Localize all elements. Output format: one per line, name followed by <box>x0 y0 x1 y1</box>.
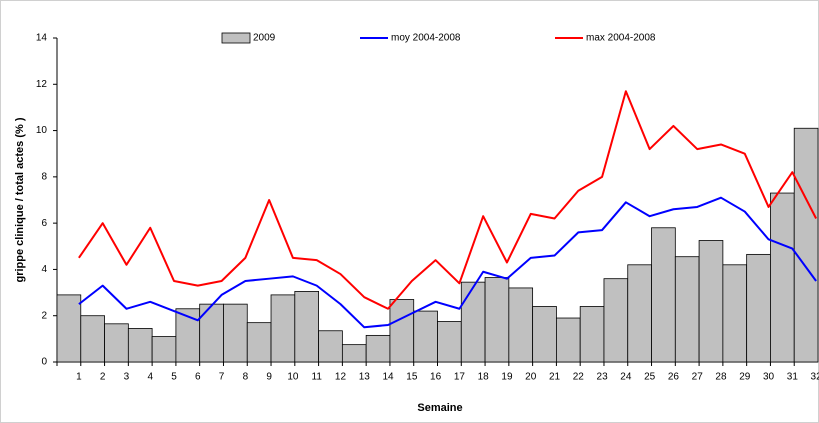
x-tick-label: 15 <box>406 372 418 383</box>
x-tick-label: 29 <box>739 372 751 383</box>
bar <box>556 317 581 363</box>
x-tick-label: 22 <box>573 372 585 383</box>
y-tick-label: 10 <box>36 125 48 136</box>
x-tick-label: 27 <box>692 372 704 383</box>
x-tick-label: 1 <box>76 372 82 383</box>
legend-label: 2009 <box>253 33 276 44</box>
x-tick-label: 9 <box>266 372 272 383</box>
bar <box>603 278 629 363</box>
x-tick-label: 10 <box>287 372 299 383</box>
bar <box>722 264 748 363</box>
y-tick-label: 2 <box>41 310 47 321</box>
x-axis-label: Semaine <box>417 402 462 414</box>
bar <box>460 281 486 363</box>
bar <box>294 291 319 363</box>
x-tick-label: 17 <box>454 372 466 383</box>
x-tick-label: 18 <box>478 372 490 383</box>
bar <box>104 323 129 363</box>
y-axis-label: grippe clinique / total actes (% ) <box>14 117 26 282</box>
x-tick-label: 19 <box>501 372 513 383</box>
x-tick-label: 14 <box>382 372 394 383</box>
bar <box>223 303 248 363</box>
bar <box>674 256 700 363</box>
x-tick-label: 24 <box>620 372 632 383</box>
bar <box>793 127 819 363</box>
x-tick-label: 28 <box>715 372 727 383</box>
bar <box>246 322 272 363</box>
bar <box>365 334 391 363</box>
x-tick-label: 5 <box>171 372 177 383</box>
bar <box>270 294 296 363</box>
bar <box>698 240 724 363</box>
x-tick-label: 11 <box>312 372 323 383</box>
y-tick-label: 0 <box>41 357 47 368</box>
legend-label: moy 2004-2008 <box>391 33 461 44</box>
bar <box>579 306 605 363</box>
x-tick-label: 7 <box>219 372 225 383</box>
bar <box>151 336 177 363</box>
bar <box>627 264 652 363</box>
bar <box>341 344 367 363</box>
bar <box>199 303 224 363</box>
x-tick-label: 26 <box>668 372 680 383</box>
x-tick-label: 30 <box>763 372 775 383</box>
x-tick-label: 6 <box>195 372 201 383</box>
y-tick-label: 4 <box>41 264 47 275</box>
x-tick-label: 25 <box>644 372 656 383</box>
line <box>78 196 817 329</box>
bar <box>532 306 557 363</box>
x-tick-label: 2 <box>100 372 106 383</box>
y-tick-label: 14 <box>36 33 48 44</box>
bar <box>508 287 534 363</box>
line <box>78 90 817 310</box>
bar <box>651 227 676 363</box>
x-tick-label: 31 <box>787 372 799 383</box>
x-tick-label: 16 <box>430 372 442 383</box>
legend-label: max 2004-2008 <box>586 33 656 44</box>
y-tick-label: 6 <box>41 218 47 229</box>
x-tick-label: 4 <box>147 372 153 383</box>
x-tick-label: 13 <box>359 372 371 383</box>
x-tick-label: 12 <box>335 372 347 383</box>
bar <box>318 330 343 363</box>
x-tick-label: 32 <box>811 372 819 383</box>
x-tick-label: 8 <box>243 372 249 383</box>
bar <box>770 192 795 363</box>
bar <box>389 299 415 363</box>
bar <box>413 310 438 363</box>
bar <box>56 294 82 363</box>
y-tick-label: 8 <box>41 171 47 182</box>
bar <box>746 253 771 363</box>
y-tick-label: 12 <box>36 79 48 90</box>
bar <box>127 328 153 363</box>
bar <box>437 321 462 363</box>
x-tick-label: 23 <box>597 372 609 383</box>
bar <box>80 315 105 363</box>
x-tick-label: 20 <box>525 372 537 383</box>
legend-swatch <box>221 32 251 44</box>
x-tick-label: 3 <box>124 372 130 383</box>
x-tick-label: 21 <box>549 372 561 383</box>
bar <box>484 277 510 363</box>
